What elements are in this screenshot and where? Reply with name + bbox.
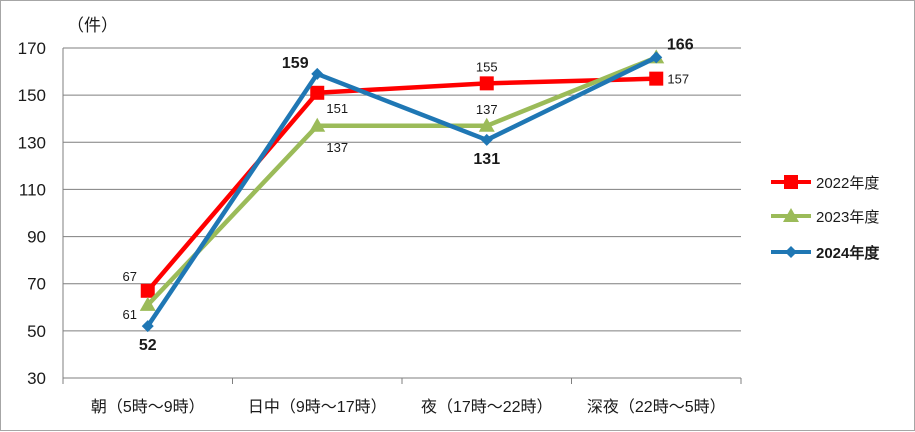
data-point-2 xyxy=(480,133,493,146)
y-tick-label: 50 xyxy=(27,322,46,341)
data-point-2 xyxy=(141,320,154,333)
data-label-2: 166 xyxy=(667,36,694,53)
series-line-1 xyxy=(146,55,658,307)
y-tick-label: 30 xyxy=(27,369,46,388)
legend-marker xyxy=(783,208,799,222)
data-point-0 xyxy=(479,76,494,91)
data-label-1: 137 xyxy=(326,140,348,155)
legend-marker xyxy=(785,246,797,258)
data-label-0: 151 xyxy=(326,101,348,116)
data-label-0: 157 xyxy=(667,72,689,87)
y-tick-label: 150 xyxy=(18,86,46,105)
data-label-2: 159 xyxy=(282,55,309,72)
y-tick-label: 70 xyxy=(27,275,46,294)
y-axis-unit-label: （件） xyxy=(67,16,118,35)
legend-marker xyxy=(784,175,798,189)
data-label-1: 61 xyxy=(123,307,137,322)
data-point-1 xyxy=(478,117,495,132)
y-tick-label: 170 xyxy=(18,39,46,58)
data-label-0: 155 xyxy=(476,59,498,74)
series-line-2 xyxy=(145,55,658,328)
legend-label: 2023年度 xyxy=(816,209,879,226)
x-tick-label: 夜（17時～22時） xyxy=(421,398,553,416)
data-label-2: 52 xyxy=(139,337,157,354)
data-point-2 xyxy=(650,51,663,64)
data-point-1 xyxy=(139,296,156,311)
data-label-0: 67 xyxy=(123,269,137,284)
legend-label: 2024年度 xyxy=(816,244,880,262)
y-tick-label: 130 xyxy=(18,133,46,152)
data-point-0 xyxy=(140,283,155,298)
y-tick-label: 110 xyxy=(19,180,46,199)
data-point-0 xyxy=(649,71,664,86)
data-label-1: 137 xyxy=(476,102,498,117)
x-tick-label: 朝（5時～9時） xyxy=(91,398,205,416)
series-line-0 xyxy=(146,76,657,293)
data-label-2: 131 xyxy=(473,151,500,168)
legend-label: 2022年度 xyxy=(816,175,879,192)
data-point-2 xyxy=(311,67,324,80)
x-tick-label: 深夜（22時～5時） xyxy=(587,398,726,416)
data-point-0 xyxy=(310,85,325,100)
x-tick-label: 日中（9時～17時） xyxy=(248,398,387,416)
data-point-1 xyxy=(309,117,326,132)
y-tick-label: 90 xyxy=(27,228,46,247)
